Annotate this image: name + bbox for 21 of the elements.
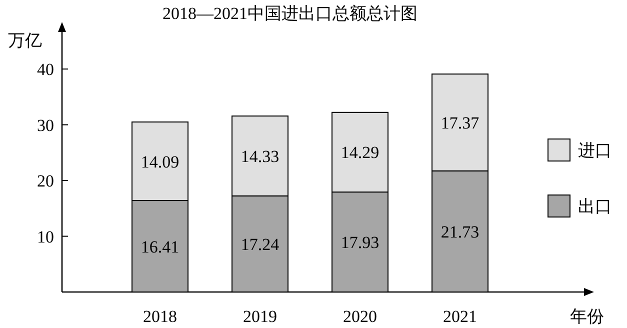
y-tick-label: 20	[37, 172, 54, 191]
data-label: 17.37	[440, 113, 480, 132]
legend-label: 出口	[578, 197, 612, 216]
legend-label: 进口	[578, 141, 612, 160]
y-tick-label: 10	[37, 227, 54, 246]
x-tick-label: 2018	[143, 307, 177, 326]
x-tick-label: 2019	[243, 307, 277, 326]
data-label: 17.24	[240, 234, 280, 254]
data-label: 16.41	[140, 237, 180, 256]
x-tick-label: 2021	[443, 307, 477, 326]
title: 2018—2021中国进出口总额总计图	[162, 4, 418, 23]
data-label: 14.33	[240, 146, 280, 166]
x-tick-label: 2020	[343, 307, 377, 326]
data-label: 14.09	[140, 152, 180, 172]
data-label: 14.29	[340, 143, 380, 162]
y-tick-label: 40	[37, 60, 54, 80]
data-label: 21.73	[440, 222, 480, 242]
xlabel: 年份	[570, 307, 604, 326]
data-label: 17.93	[340, 233, 380, 252]
ylabel: 万亿	[8, 31, 42, 50]
y-tick-label: 30	[37, 116, 54, 135]
